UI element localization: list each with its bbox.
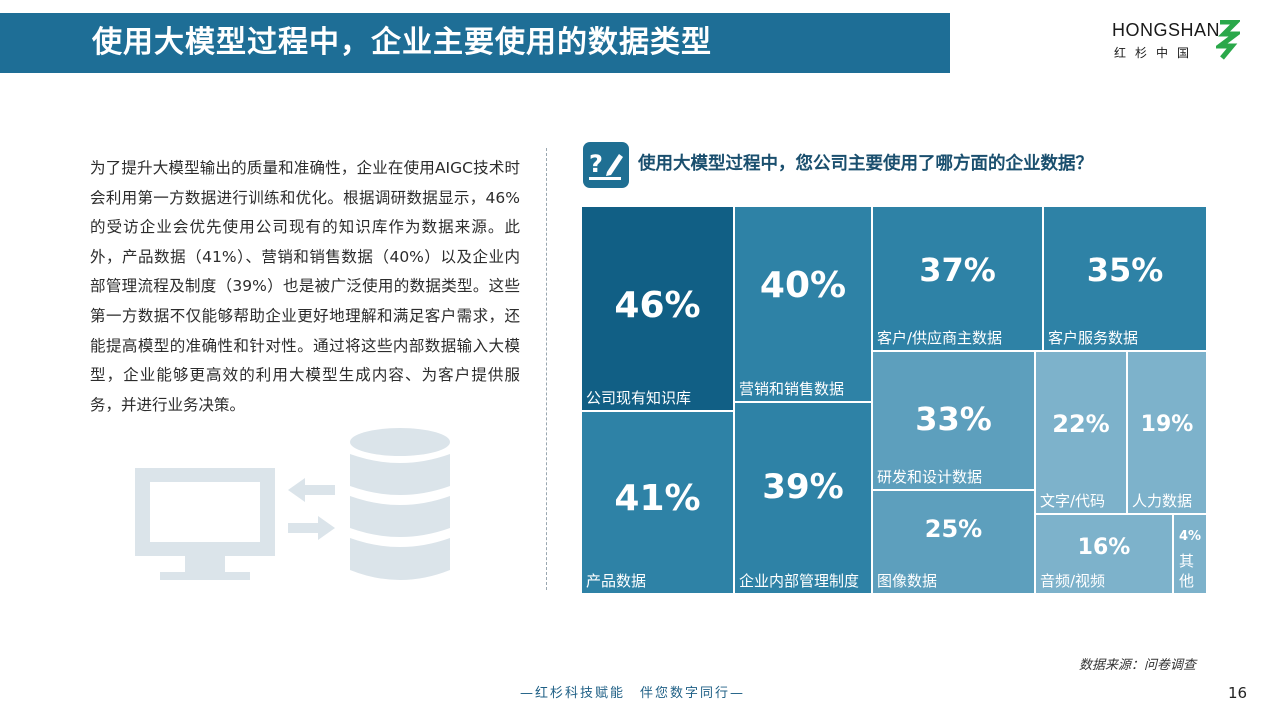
treemap-value-label: 19% bbox=[1140, 412, 1194, 437]
treemap-value-label: 40% bbox=[759, 265, 847, 306]
survey-question: 使用大模型过程中，您公司主要使用了哪方面的企业数据？ bbox=[638, 154, 1093, 174]
treemap-category-label: 产品数据 bbox=[586, 572, 647, 590]
hongshan-logo: HONGSHAN 红杉中国 bbox=[1112, 20, 1242, 64]
treemap-cell: 19% 人力数据 bbox=[1128, 352, 1206, 513]
treemap-value-label: 37% bbox=[919, 251, 996, 289]
treemap-category-label: 音频/视频 bbox=[1040, 572, 1106, 590]
page-number: 16 bbox=[1228, 684, 1248, 702]
treemap-value-label: 35% bbox=[1086, 251, 1164, 289]
svg-text:?: ? bbox=[589, 150, 603, 178]
treemap-category-label: 公司现有知识库 bbox=[586, 389, 692, 407]
treemap-category-label: 客户服务数据 bbox=[1048, 329, 1139, 347]
treemap-category-label: 研发和设计数据 bbox=[877, 468, 983, 486]
monitor-icon bbox=[135, 468, 275, 580]
treemap-cell: 46% 公司现有知识库 bbox=[582, 207, 733, 410]
treemap-cell: 35% 客户服务数据 bbox=[1044, 207, 1206, 350]
data-transfer-illustration bbox=[135, 428, 450, 580]
treemap-cell: 16% 音频/视频 bbox=[1036, 515, 1172, 593]
logo-name-cn: 红杉中国 bbox=[1114, 46, 1199, 60]
section-divider bbox=[546, 148, 547, 590]
logo-mark-icon bbox=[1216, 20, 1240, 60]
treemap-category-label: 图像数据 bbox=[877, 572, 938, 590]
treemap-cell: 33% 研发和设计数据 bbox=[873, 352, 1034, 489]
body-paragraph: 为了提升大模型输出的质量和准确性，企业在使用AIGC技术时会利用第一方数据进行训… bbox=[90, 159, 520, 414]
arrows-icon bbox=[288, 478, 335, 540]
database-icon bbox=[350, 428, 450, 580]
question-icon: ? bbox=[583, 142, 629, 188]
treemap-value-label: 33% bbox=[915, 400, 992, 438]
page-title: 使用大模型过程中，企业主要使用的数据类型 bbox=[92, 25, 712, 60]
treemap-cell: 39% 企业内部管理制度 bbox=[735, 403, 871, 593]
treemap-value-label: 25% bbox=[924, 515, 983, 543]
treemap-category-label: 其他 bbox=[1179, 552, 1195, 590]
logo-name-en: HONGSHAN bbox=[1112, 20, 1221, 40]
treemap-category-label: 客户/供应商主数据 bbox=[877, 329, 1003, 347]
footer-slogan: —红杉科技赋能 伴您数字同行— bbox=[520, 686, 746, 701]
treemap-value-label: 16% bbox=[1077, 535, 1131, 560]
treemap-category-label: 人力数据 bbox=[1132, 492, 1193, 510]
treemap-category-label: 文字/代码 bbox=[1040, 492, 1106, 510]
treemap-category-label: 营销和销售数据 bbox=[739, 380, 845, 398]
treemap-cell: 4% 其他 bbox=[1174, 515, 1206, 593]
treemap-cell: 41% 产品数据 bbox=[582, 412, 733, 593]
treemap-cell: 40% 营销和销售数据 bbox=[735, 207, 871, 401]
treemap-value-label: 4% bbox=[1178, 529, 1202, 544]
treemap-cell: 25% 图像数据 bbox=[873, 491, 1034, 593]
treemap-category-label: 企业内部管理制度 bbox=[739, 572, 860, 590]
treemap-value-label: 46% bbox=[614, 285, 701, 326]
treemap-value-label: 39% bbox=[762, 467, 844, 507]
data-source: 数据来源：问卷调查 bbox=[1078, 658, 1196, 673]
title-bar bbox=[0, 13, 950, 73]
treemap-cell: 22% 文字/代码 bbox=[1036, 352, 1126, 513]
treemap-value-label: 22% bbox=[1052, 410, 1110, 438]
treemap-cell: 37% 客户/供应商主数据 bbox=[873, 207, 1042, 350]
treemap-value-label: 41% bbox=[614, 478, 701, 519]
